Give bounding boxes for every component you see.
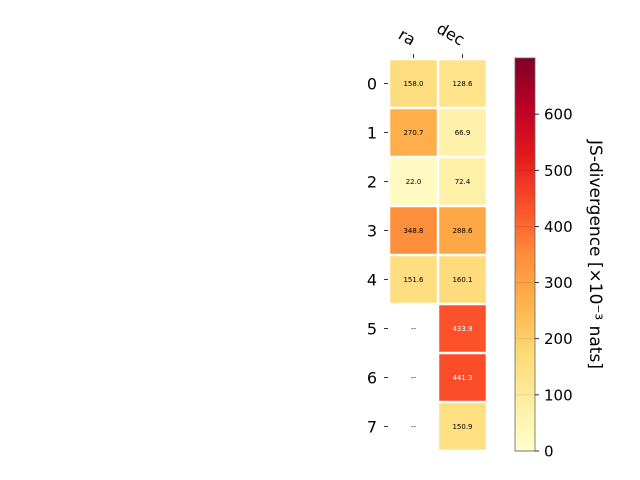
row-label: 2 xyxy=(367,173,377,192)
cell-value-label: 22.0 xyxy=(406,178,422,186)
cell-value-label: 66.9 xyxy=(455,129,471,137)
heatmap-cell-r7-dec xyxy=(439,403,486,450)
heatmap-cell-r6-ra xyxy=(390,354,437,401)
colorbar-tick-label: 0 xyxy=(544,443,554,461)
colorbar-tick-label: 200 xyxy=(544,330,573,348)
cell-value-label: 151.6 xyxy=(403,276,424,284)
cell-value-label: 128.6 xyxy=(452,80,473,88)
colorbar-tick-label: 600 xyxy=(544,106,573,124)
cell-value-label: 160.1 xyxy=(452,276,472,284)
heatmap-cell-r2-ra xyxy=(390,158,437,205)
colorbar-tick-label: 100 xyxy=(544,386,573,404)
heatmap-cell-r3-ra xyxy=(390,207,437,254)
cell-value-label: 150.9 xyxy=(452,423,472,431)
row-label: 1 xyxy=(367,124,377,143)
cell-value-label: 441.3 xyxy=(452,374,472,382)
cell-value-label: 72.4 xyxy=(455,178,471,186)
column-label-ra: ra xyxy=(395,25,419,50)
heatmap-cell-r4-ra xyxy=(390,256,437,303)
colorbar-gradient xyxy=(514,57,536,452)
row-label: 5 xyxy=(367,320,377,339)
row-label: 4 xyxy=(367,271,377,290)
heatmap-cell-r7-ra xyxy=(390,403,437,450)
cell-value-label: 348.8 xyxy=(403,227,423,235)
colorbar-tick-label: 400 xyxy=(544,218,573,236)
heatmap-cell-r3-dec xyxy=(439,207,486,254)
heatmap-cells: 158.0 128.6 270.7 66.9 22.0 72.4 348.8 288.6 151… xyxy=(390,60,486,450)
row-label: 3 xyxy=(367,222,377,241)
cell-value-label: 433.9 xyxy=(452,325,472,333)
cell-value-label: 288.6 xyxy=(452,227,473,235)
colorbar-tick-label: 300 xyxy=(544,274,573,292)
row-label: 0 xyxy=(367,75,377,94)
heatmap-cell-r5-dec xyxy=(439,305,486,352)
colorbar-label: JS-divergence [×10⁻³ nats] xyxy=(585,139,605,369)
heatmap-cell-r6-dec xyxy=(439,354,486,401)
heatmap-cell-r1-ra xyxy=(390,109,437,156)
colorbar-ticks: 0 100 200 300 400 500 600 xyxy=(515,106,573,461)
colorbar: 0 100 200 300 400 500 600 JS-divergence [×10⁻³… xyxy=(514,57,605,461)
row-labels: 0 1 2 3 4 5 6 7 xyxy=(367,75,388,437)
column-labels: ra dec xyxy=(395,19,468,58)
cell-value-label: 270.7 xyxy=(403,129,423,137)
cell-value-label: -- xyxy=(411,325,417,333)
colorbar-tick-label: 500 xyxy=(544,162,573,180)
heatmap-cell-r4-dec xyxy=(439,256,486,303)
heatmap-cell-r5-ra xyxy=(390,305,437,352)
heatmap-cell-r2-dec xyxy=(439,158,486,205)
heatmap-cell-r0-ra xyxy=(390,60,437,107)
row-label: 7 xyxy=(367,418,377,437)
cell-value-label: -- xyxy=(411,423,417,431)
heatmap-cell-r0-dec xyxy=(439,60,486,107)
row-label: 6 xyxy=(367,369,377,388)
cell-value-label: 158.0 xyxy=(403,80,423,88)
heatmap-cell-r1-dec xyxy=(439,109,486,156)
cell-value-label: -- xyxy=(411,374,417,382)
column-label-dec: dec xyxy=(434,19,468,50)
